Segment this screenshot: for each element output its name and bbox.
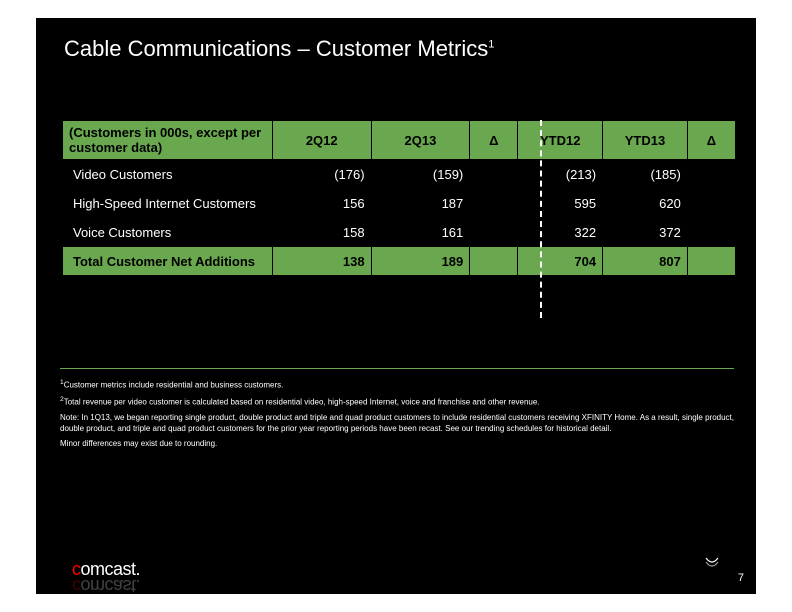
total-cell: 704 [518,247,603,276]
decor-arc-icon [704,554,720,570]
row-label: Video Customers [63,160,273,189]
row-label: Voice Customers [63,218,273,247]
cell: 595 [518,189,603,218]
table-row: Video Customers (176) (159) (213) (185) [63,160,736,189]
cell: (176) [272,160,371,189]
footnote-3: Note: In 1Q13, we began reporting single… [60,413,734,435]
total-cell [687,247,735,276]
cell: (185) [603,160,688,189]
slide-title: Cable Communications – Customer Metrics1 [64,36,494,62]
total-cell: 189 [371,247,470,276]
total-label: Total Customer Net Additions [63,247,273,276]
footnote-rule [60,368,734,369]
col-header-ytd12: YTD12 [518,121,603,160]
slide: Cable Communications – Customer Metrics1… [36,18,756,594]
total-cell [470,247,518,276]
table-row: Voice Customers 158 161 322 372 [63,218,736,247]
table-total-row: Total Customer Net Additions 138 189 704… [63,247,736,276]
cell: 322 [518,218,603,247]
col-header-metric: (Customers in 000s, except per customer … [63,121,273,160]
metrics-table: (Customers in 000s, except per customer … [62,120,736,276]
cell: 620 [603,189,688,218]
cell [470,160,518,189]
cell: 158 [272,218,371,247]
total-cell: 138 [272,247,371,276]
cell [687,189,735,218]
cell: (213) [518,160,603,189]
footnotes: 1Customer metrics include residential an… [60,378,734,453]
col-header-ytd13: YTD13 [603,121,688,160]
comcast-logo-reflection: comcast. [72,575,140,596]
footnote-1: 1Customer metrics include residential an… [60,378,734,391]
col-header-2q12: 2Q12 [272,121,371,160]
cell [687,160,735,189]
cell: 372 [603,218,688,247]
cell: 187 [371,189,470,218]
col-header-yoy: Δ [470,121,518,160]
table-body: Video Customers (176) (159) (213) (185) … [63,160,736,276]
cell [687,218,735,247]
total-cell: 807 [603,247,688,276]
col-header-2q13: 2Q13 [371,121,470,160]
page-number: 7 [738,572,744,584]
cell: (159) [371,160,470,189]
cell: 161 [371,218,470,247]
cell [470,218,518,247]
footnote-2: 2Total revenue per video customer is cal… [60,395,734,408]
footnote-4: Minor differences may exist due to round… [60,439,734,450]
cell: 156 [272,189,371,218]
col-header-ytdyoy: Δ [687,121,735,160]
row-label: High-Speed Internet Customers [63,189,273,218]
cell [470,189,518,218]
table-header-row: (Customers in 000s, except per customer … [63,121,736,160]
table-row: High-Speed Internet Customers 156 187 59… [63,189,736,218]
